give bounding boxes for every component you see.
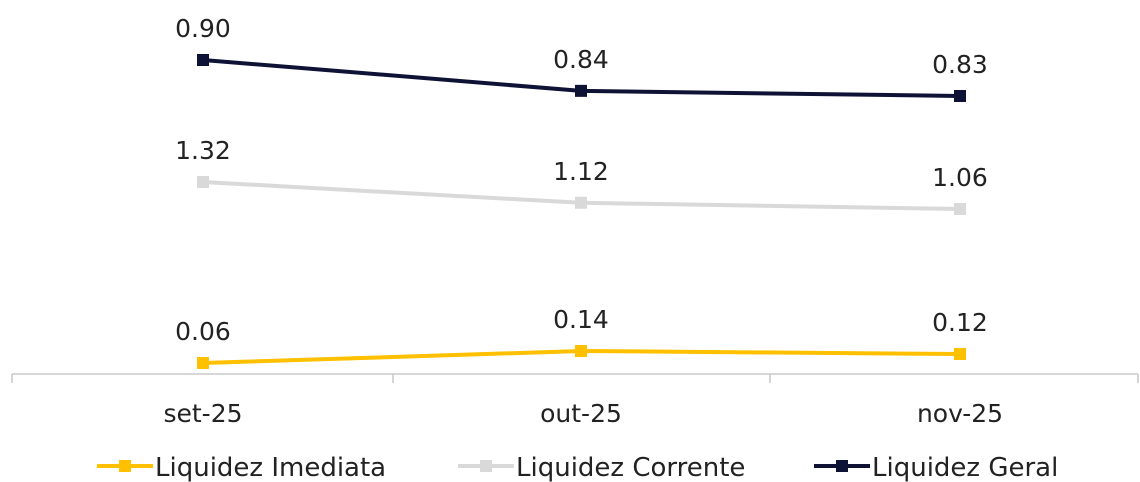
legend-swatch-marker-liquidez-geral — [836, 460, 848, 472]
data-point-liquidez-corrente — [197, 176, 209, 188]
data-label-liquidez-geral: 0.84 — [553, 45, 609, 74]
data-label-liquidez-corrente: 1.32 — [175, 136, 231, 165]
x-tick-label: set-25 — [163, 399, 242, 428]
data-point-liquidez-imediata — [954, 348, 966, 360]
data-point-liquidez-corrente — [954, 203, 966, 215]
x-tick-label: out-25 — [540, 399, 622, 428]
data-point-liquidez-geral — [575, 84, 587, 97]
legend-label-liquidez-geral: Liquidez Geral — [872, 453, 1058, 482]
data-label-liquidez-geral: 0.83 — [932, 50, 988, 79]
data-label-liquidez-geral: 0.90 — [175, 14, 231, 43]
data-label-liquidez-imediata: 0.14 — [553, 305, 609, 334]
data-label-liquidez-imediata: 0.06 — [175, 317, 231, 346]
data-point-liquidez-geral — [954, 90, 966, 102]
x-tick-label: nov-25 — [917, 399, 1003, 428]
data-label-liquidez-corrente: 1.06 — [932, 163, 988, 192]
legend-label-liquidez-imediata: Liquidez Imediata — [155, 453, 386, 482]
data-point-liquidez-geral — [197, 54, 209, 66]
data-label-liquidez-corrente: 1.12 — [553, 157, 609, 186]
legend-swatch-marker-liquidez-corrente — [480, 460, 492, 472]
data-point-liquidez-imediata — [197, 357, 209, 369]
data-point-liquidez-corrente — [575, 196, 587, 209]
legend-swatch-marker-liquidez-imediata — [119, 460, 131, 472]
data-label-liquidez-imediata: 0.12 — [932, 308, 988, 337]
legend-label-liquidez-corrente: Liquidez Corrente — [516, 453, 745, 482]
data-point-liquidez-imediata — [575, 345, 587, 357]
